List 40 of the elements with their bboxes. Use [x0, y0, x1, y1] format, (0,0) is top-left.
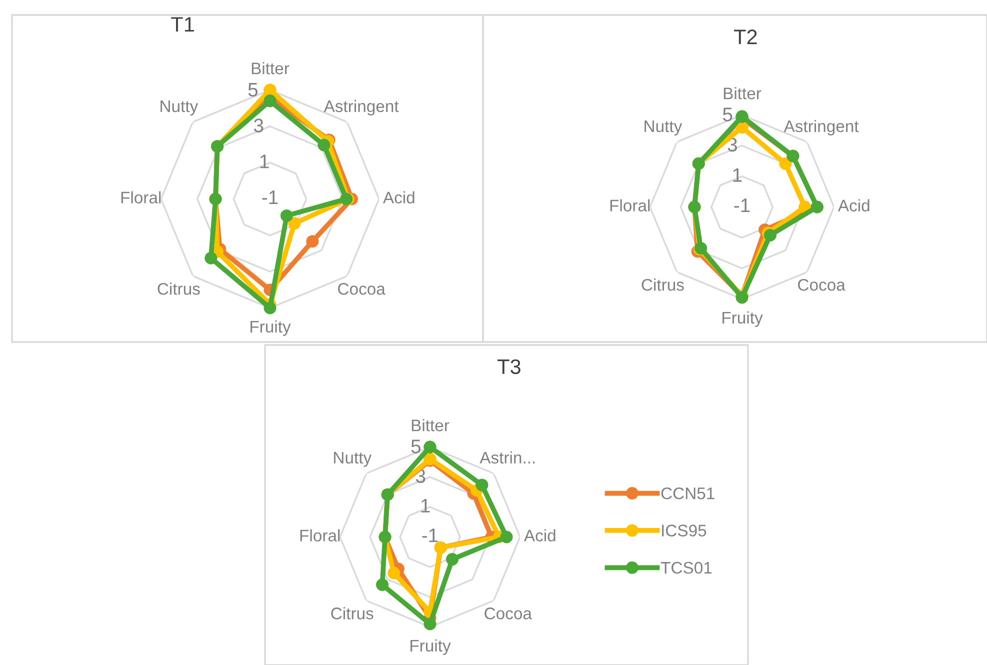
spoke-label: Bitter	[724, 87, 762, 100]
spoke-label: Citrus	[331, 607, 374, 620]
spoke-label: Acid	[524, 529, 556, 542]
spoke-label: Nutty	[334, 452, 372, 467]
y-tick-label: 5	[722, 108, 732, 122]
y-tick-label: 3	[254, 118, 264, 132]
legend-label: TCS01	[660, 562, 712, 574]
chart-title: T3	[498, 359, 520, 374]
spoke-label: Acid	[382, 191, 414, 204]
spoke-label: Cocoa	[798, 278, 846, 291]
chart-title: T2	[734, 30, 757, 44]
spoke-label: Floral	[300, 529, 340, 542]
y-tick-label: -1	[734, 198, 750, 212]
spoke-label: Citrus	[158, 282, 200, 295]
spoke-label: Fruity	[410, 639, 451, 655]
spoke-label: Floral	[610, 199, 650, 212]
spoke-label: Nutty	[160, 100, 198, 116]
spoke-label: Astringent	[324, 100, 399, 116]
spoke-label: Citrus	[642, 278, 684, 291]
y-tick-label: 5	[248, 82, 258, 97]
y-tick-label: -1	[262, 190, 278, 204]
y-tick-label: 1	[733, 168, 742, 182]
y-tick-label: 1	[421, 499, 430, 512]
spoke-label: Cocoa	[338, 282, 386, 295]
spoke-label: Nutty	[644, 120, 682, 136]
spoke-label: Floral	[121, 191, 161, 204]
legend-label: CCN51	[661, 487, 714, 500]
spoke-label: Astringent	[784, 120, 859, 136]
spoke-label: Bitter	[412, 419, 450, 432]
legend-label: ICS95	[662, 524, 706, 536]
y-tick-label: -1	[422, 528, 438, 542]
spoke-label: Bitter	[252, 62, 290, 74]
spoke-label: Fruity	[250, 320, 291, 336]
y-tick-label: 5	[411, 440, 421, 454]
spoke-label: Fruity	[722, 311, 763, 327]
spoke-label: Acid	[838, 199, 870, 212]
spoke-label: Astrin...	[480, 451, 535, 464]
chart-title: T1	[171, 17, 194, 32]
y-tick-label: 1	[260, 154, 269, 168]
spoke-label: Cocoa	[484, 608, 532, 620]
